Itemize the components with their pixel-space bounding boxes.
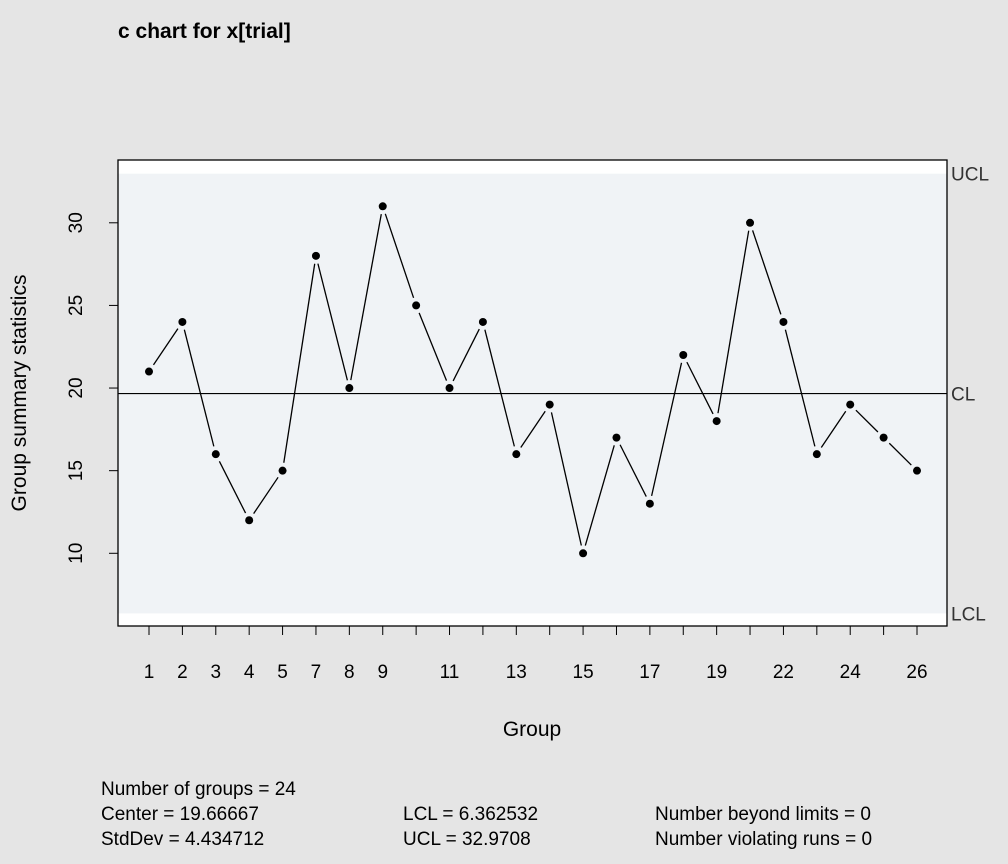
data-point bbox=[345, 384, 354, 393]
data-point bbox=[145, 367, 153, 376]
x-tick-label: 9 bbox=[377, 662, 388, 683]
data-point bbox=[545, 400, 554, 409]
series-segment bbox=[218, 460, 247, 514]
stats-beyond-limits: Number beyond limits = 0 bbox=[655, 804, 871, 825]
data-point bbox=[311, 251, 320, 260]
ucl-label: UCL bbox=[951, 165, 989, 186]
stats-violating-runs: Number violating runs = 0 bbox=[655, 829, 873, 850]
stats-lcl: LCL = 6.362532 bbox=[403, 804, 539, 825]
series-segment bbox=[855, 409, 879, 433]
series-segment bbox=[751, 230, 782, 315]
x-tick-label: 17 bbox=[639, 662, 660, 683]
data-point bbox=[846, 400, 855, 409]
series-segment bbox=[584, 445, 615, 546]
data-point bbox=[679, 350, 688, 359]
data-point bbox=[779, 317, 788, 326]
data-point bbox=[712, 417, 721, 426]
x-axis-label: Group bbox=[503, 718, 561, 741]
x-tick-label: 7 bbox=[311, 662, 322, 683]
plot-frame bbox=[117, 159, 948, 627]
x-tick-label: 24 bbox=[840, 662, 862, 683]
y-tick-label: 10 bbox=[66, 543, 87, 564]
y-tick-label: 20 bbox=[66, 377, 87, 398]
data-point bbox=[879, 433, 888, 442]
data-point bbox=[746, 218, 755, 227]
data-point bbox=[412, 301, 421, 310]
data-point bbox=[245, 516, 254, 525]
x-tick-label: 3 bbox=[210, 662, 221, 683]
series-segment bbox=[650, 362, 683, 497]
data-point bbox=[211, 450, 220, 459]
series-segment bbox=[350, 214, 382, 381]
series-segment bbox=[418, 312, 448, 381]
series-segment bbox=[784, 329, 816, 447]
data-point bbox=[378, 202, 387, 211]
series-segment bbox=[520, 410, 546, 448]
stats-center: Center = 19.66667 bbox=[101, 804, 259, 825]
x-tick-label: 13 bbox=[506, 662, 527, 683]
stats-stddev: StdDev = 4.434712 bbox=[101, 829, 265, 850]
series-segment bbox=[717, 230, 750, 414]
series-segment bbox=[820, 410, 847, 448]
data-point bbox=[512, 450, 521, 459]
data-point bbox=[178, 317, 187, 326]
x-tick-label: 22 bbox=[773, 662, 794, 683]
stats-ucl: UCL = 32.9708 bbox=[403, 829, 531, 850]
x-tick-label: 8 bbox=[344, 662, 355, 683]
series-segment bbox=[619, 444, 647, 497]
cl-label: CL bbox=[951, 385, 975, 406]
data-point bbox=[645, 499, 654, 508]
series-segment bbox=[183, 329, 215, 447]
x-tick-label: 19 bbox=[706, 662, 727, 683]
data-point bbox=[579, 549, 588, 558]
series-segment bbox=[253, 476, 279, 514]
x-tick-label: 4 bbox=[244, 662, 255, 683]
y-tick-label: 25 bbox=[66, 295, 87, 316]
series-segment bbox=[152, 328, 179, 366]
series-segment bbox=[550, 412, 582, 546]
y-axis-label: Group summary statistics bbox=[8, 275, 31, 512]
data-point bbox=[913, 466, 921, 475]
data-point bbox=[812, 450, 821, 459]
data-point bbox=[478, 317, 487, 326]
x-tick-label: 1 bbox=[144, 662, 155, 683]
series-segment bbox=[888, 442, 912, 466]
y-tick-label: 15 bbox=[66, 460, 87, 481]
data-point bbox=[278, 466, 287, 475]
x-tick-label: 11 bbox=[440, 662, 460, 683]
data-point bbox=[612, 433, 621, 442]
x-tick-label: 2 bbox=[177, 662, 188, 683]
series-segment bbox=[452, 328, 480, 382]
chart-title: c chart for x[trial] bbox=[118, 20, 291, 43]
series-segment bbox=[283, 263, 316, 463]
x-tick-label: 5 bbox=[277, 662, 288, 683]
stats-groups: Number of groups = 24 bbox=[101, 779, 296, 800]
series-segment bbox=[484, 329, 515, 447]
series-segment bbox=[384, 213, 415, 299]
y-tick-label: 30 bbox=[66, 212, 87, 233]
x-tick-label: 26 bbox=[906, 662, 927, 683]
x-tick-label: 15 bbox=[573, 662, 594, 683]
series-segment bbox=[686, 361, 714, 415]
lcl-label: LCL bbox=[951, 604, 986, 625]
data-point bbox=[445, 384, 454, 393]
series-segment bbox=[317, 263, 349, 381]
